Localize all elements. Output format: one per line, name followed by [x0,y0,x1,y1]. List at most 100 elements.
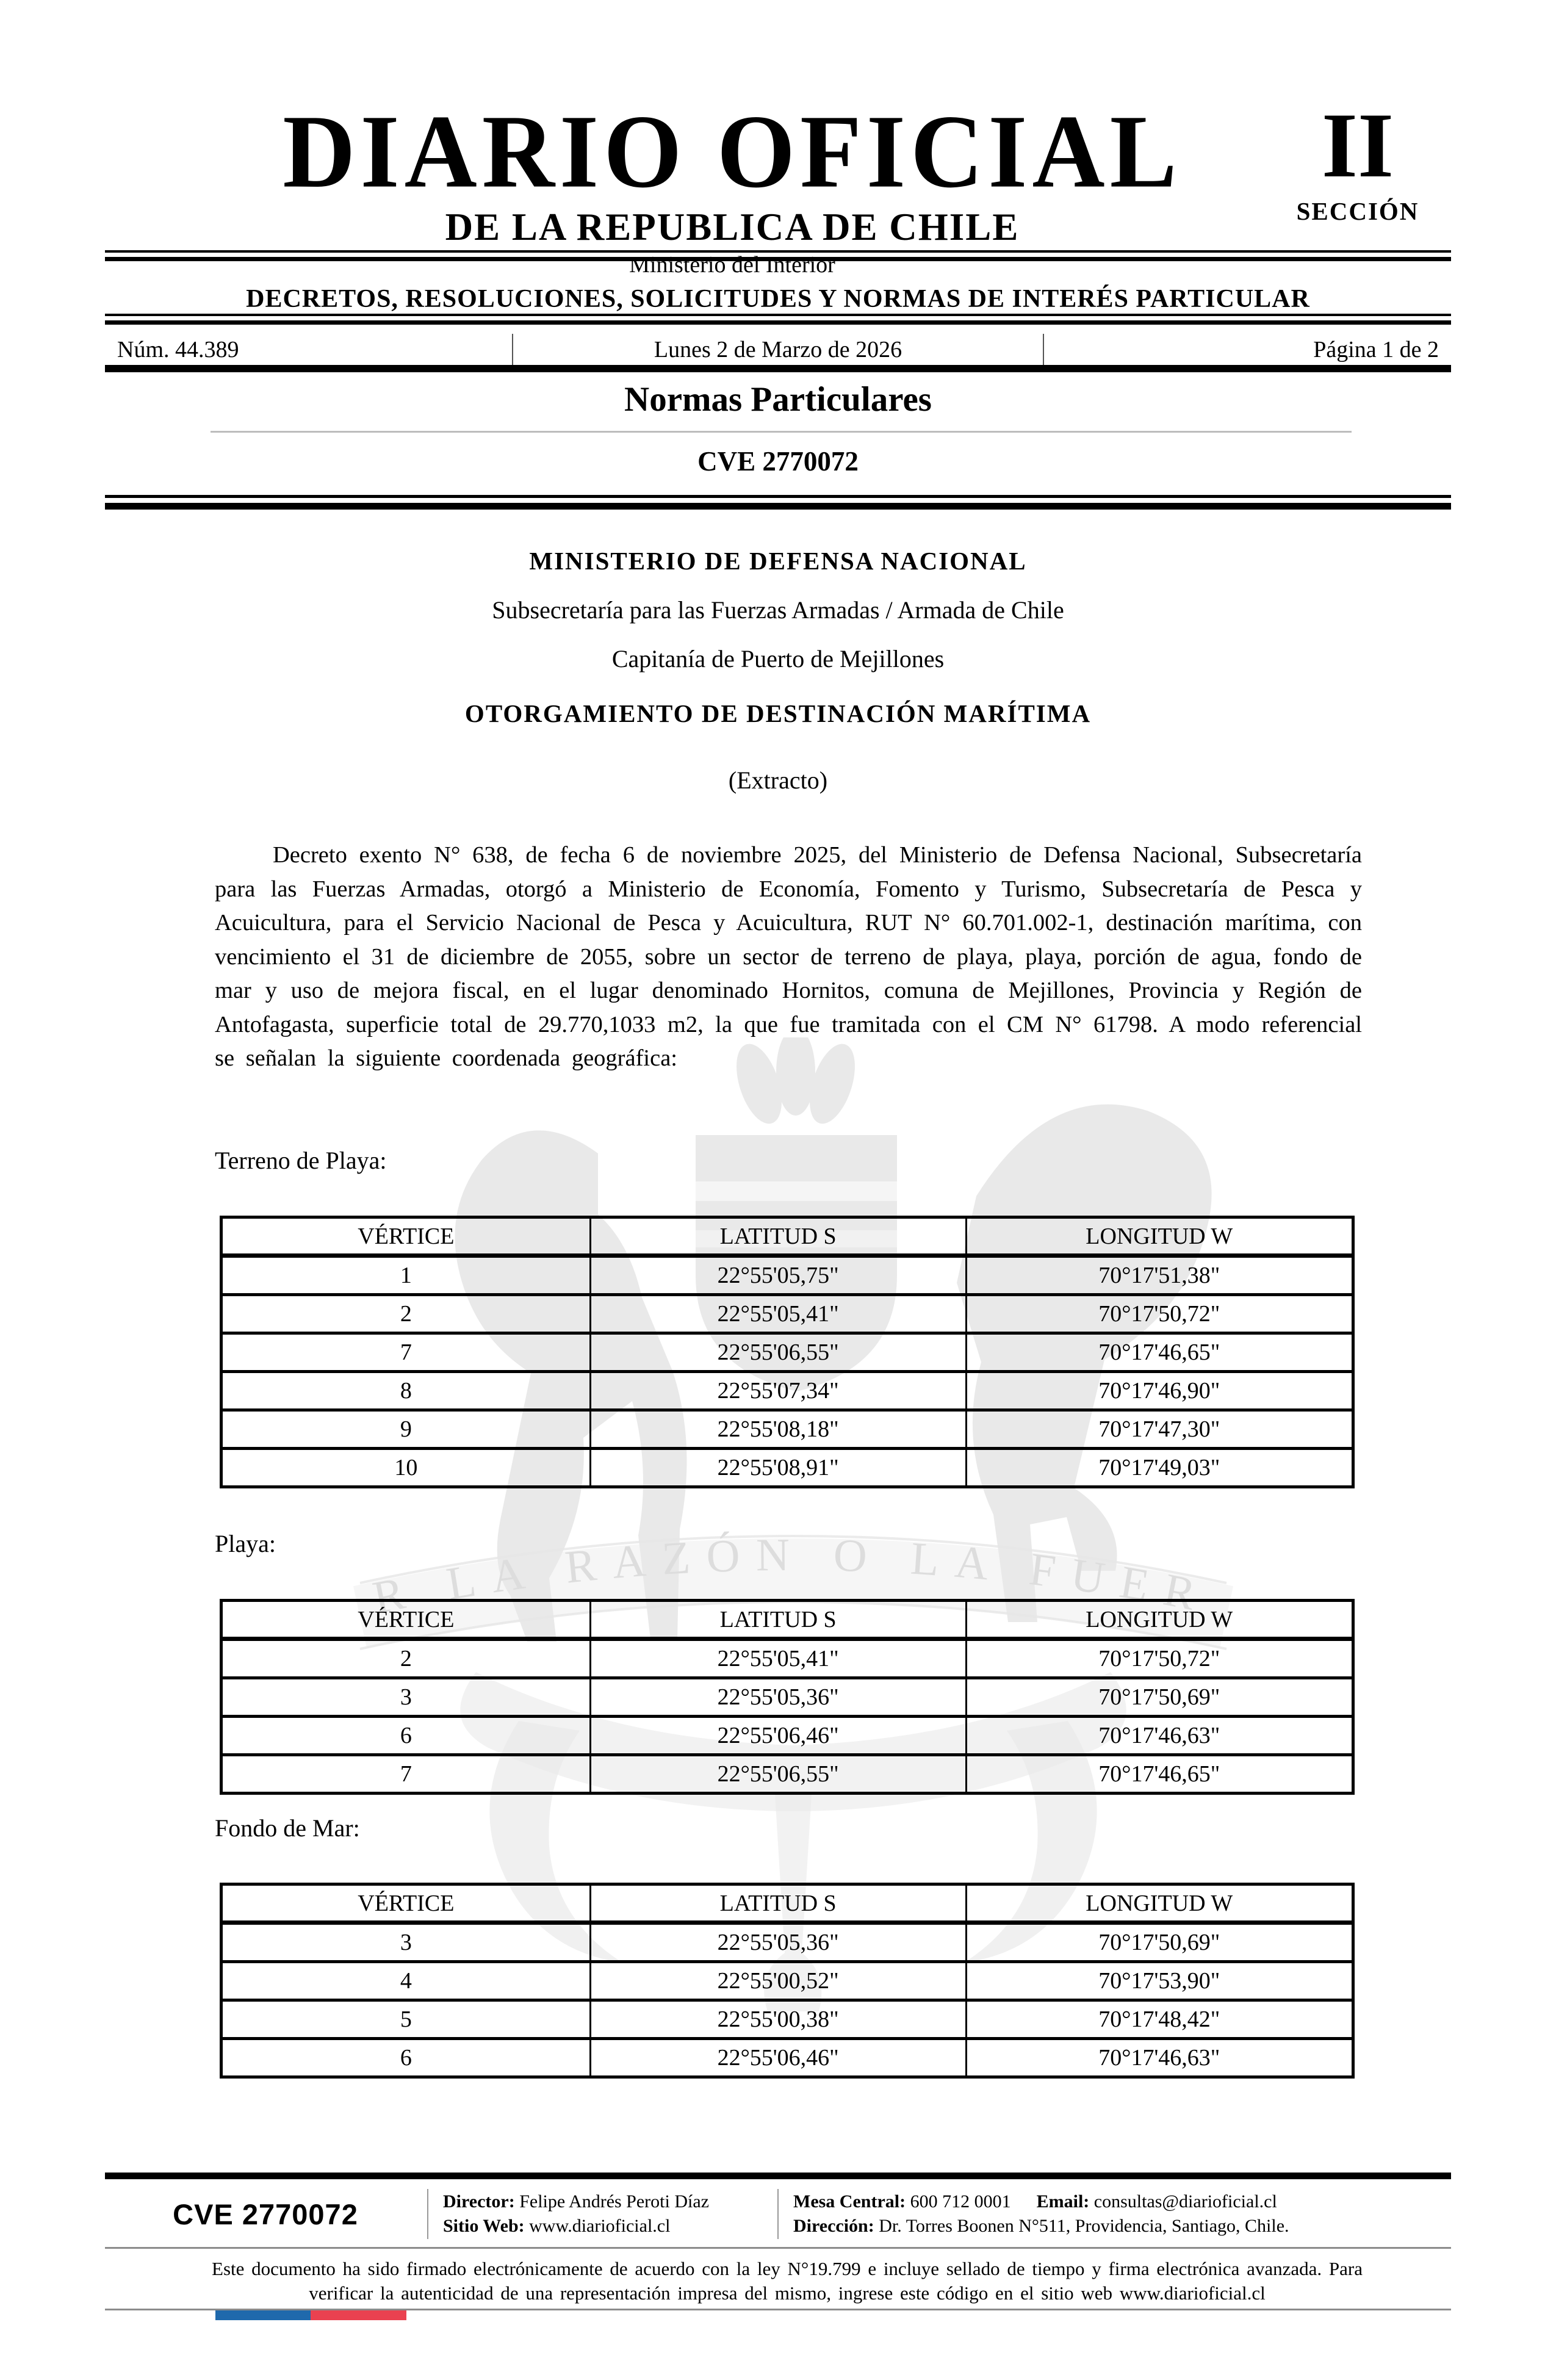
issue-separator-right [1043,334,1045,366]
table-row: 2 22°55'05,41" 70°17'50,72" [220,1293,1355,1335]
table-cell: 22°55'06,55" [589,1753,967,1795]
table-row: 1 22°55'05,75" 70°17'51,38" [220,1254,1355,1296]
masthead-title: DIARIO OFICIAL [283,93,1182,210]
table-header-row: VÉRTICE LATITUD S LONGITUD W [220,1216,1355,1258]
table-header-cell: LONGITUD W [965,1216,1355,1258]
rule-top-thick [105,257,1451,261]
table-row: 6 22°55'06,46" 70°17'46,63" [220,1715,1355,1756]
masthead-subtitle: DE LA REPUBLICA DE CHILE [445,206,1020,248]
table-cell: 70°17'46,65" [965,1332,1355,1373]
footer-rule-lower [105,2309,1451,2310]
table-cell: 22°55'05,41" [589,1637,967,1679]
table-cell: 22°55'06,46" [589,2037,967,2079]
email-value: consultas@diarioficial.cl [1093,2191,1277,2212]
table-row: 4 22°55'00,52" 70°17'53,90" [220,1960,1355,2002]
table-row: 2 22°55'05,41" 70°17'50,72" [220,1637,1355,1679]
flag-red-bar [311,2310,406,2320]
footer-divider-right [777,2189,779,2239]
table-cell: 22°55'08,91" [589,1447,967,1488]
section-label: SECCIÓN [1296,197,1419,225]
table-label-terreno: Terreno de Playa: [215,1147,387,1174]
table-cell: 4 [220,1960,591,2002]
table-cell: 10 [220,1447,591,1488]
issue-date: Lunes 2 de Marzo de 2026 [654,337,902,362]
footer-contact-line: Mesa Central: 600 712 0001 Email: consult… [793,2190,1452,2214]
table-row: 5 22°55'00,38" 70°17'48,42" [220,1999,1355,2040]
table-cell: 70°17'46,63" [965,1715,1355,1756]
legal-notice: Este documento ha sido firmado electróni… [212,2258,1363,2304]
website-label: Sitio Web: [443,2216,525,2236]
table-header-cell: VÉRTICE [220,1883,591,1925]
table-header-cell: LONGITUD W [965,1599,1355,1641]
table-cell: 70°17'46,65" [965,1753,1355,1795]
table-row: 3 22°55'05,36" 70°17'50,69" [220,1921,1355,1963]
table-cell: 22°55'07,34" [589,1370,967,1412]
table-row: 3 22°55'05,36" 70°17'50,69" [220,1676,1355,1718]
table-cell: 2 [220,1637,591,1679]
table-cell: 22°55'00,52" [589,1960,967,2002]
address-value: Dr. Torres Boonen N°511, Providencia, Sa… [879,2216,1289,2236]
table-cell: 22°55'06,46" [589,1715,967,1756]
section-title-underline [211,431,1352,433]
table-cell: 7 [220,1753,591,1795]
table-cell: 7 [220,1332,591,1373]
footer-divider-left [427,2189,428,2239]
address-label: Dirección: [793,2216,874,2236]
table-header-cell: LATITUD S [589,1599,967,1641]
article-ministry: MINISTERIO DE DEFENSA NACIONAL [529,547,1027,575]
table-cell: 70°17'49,03" [965,1447,1355,1488]
table-cell: 70°17'50,69" [965,1676,1355,1718]
page-indicator: Página 1 de 2 [1313,337,1439,362]
table-cell: 22°55'05,36" [589,1921,967,1963]
table-cell: 3 [220,1921,591,1963]
table-cell: 1 [220,1254,591,1296]
footer-contact-column: Mesa Central: 600 712 0001 Email: consult… [779,2190,1452,2238]
masthead-ministry: Ministerio del Interior [629,252,835,278]
table-cell: 22°55'00,38" [589,1999,967,2040]
rule-top-thin [105,250,1451,253]
table-row: 8 22°55'07,34" 70°17'46,90" [220,1370,1355,1412]
rule-banner-thin [105,314,1451,316]
masthead-banner: DECRETOS, RESOLUCIONES, SOLICITUDES Y NO… [246,285,1310,313]
article-title: OTORGAMIENTO DE DESTINACIÓN MARÍTIMA [464,699,1092,727]
table-row: 6 22°55'06,46" 70°17'46,63" [220,2037,1355,2079]
table-cell: 3 [220,1676,591,1718]
footer-address-line: Dirección: Dr. Torres Boonen N°511, Prov… [793,2214,1452,2238]
footer-director-line: Director: Felipe Andrés Peroti Díaz [443,2190,777,2214]
footer-website-line: Sitio Web: www.diarioficial.cl [443,2214,777,2238]
phone-label: Mesa Central: [793,2191,906,2212]
table-header-cell: LONGITUD W [965,1883,1355,1925]
article-body: Decreto exento N° 638, de fecha 6 de nov… [215,842,1362,1071]
table-header-cell: VÉRTICE [220,1599,591,1641]
footer-rule-upper [105,2247,1451,2249]
website-value: www.diarioficial.cl [529,2216,671,2236]
table-cell: 22°55'05,75" [589,1254,967,1296]
director-label: Director: [443,2191,515,2212]
section-roman-numeral: II [1321,94,1394,197]
table-row: 7 22°55'06,55" 70°17'46,65" [220,1332,1355,1373]
table-cell: 70°17'48,42" [965,1999,1355,2040]
table-cell: 22°55'05,41" [589,1293,967,1335]
table-cell: 8 [220,1370,591,1412]
issue-separator-left [511,334,513,366]
email-label: Email: [1036,2191,1090,2212]
table-cell: 70°17'53,90" [965,1960,1355,2002]
section-title: Normas Particulares [624,380,932,419]
phone-value: 600 712 0001 [910,2191,1011,2212]
table-cell: 70°17'47,30" [965,1408,1355,1450]
table-cell: 9 [220,1408,591,1450]
table-cell: 70°17'46,63" [965,2037,1355,2079]
table-cell: 22°55'05,36" [589,1676,967,1718]
table-header-cell: VÉRTICE [220,1216,591,1258]
issue-info-row: Núm. 44.389 Lunes 2 de Marzo de 2026 Pág… [104,334,1452,366]
table-row: 7 22°55'06,55" 70°17'46,65" [220,1753,1355,1795]
article-port-authority: Capitanía de Puerto de Mejillones [611,645,945,673]
footer-info: CVE 2770072 Director: Felipe Andrés Pero… [104,2186,1452,2242]
table-cell: 70°17'50,72" [965,1637,1355,1679]
cve-code-heading: CVE 2770072 [697,446,859,477]
table-cell: 6 [220,1715,591,1756]
rule-masthead-bottom [105,365,1451,372]
flag-blue-bar [215,2310,311,2320]
table-cell: 2 [220,1293,591,1335]
